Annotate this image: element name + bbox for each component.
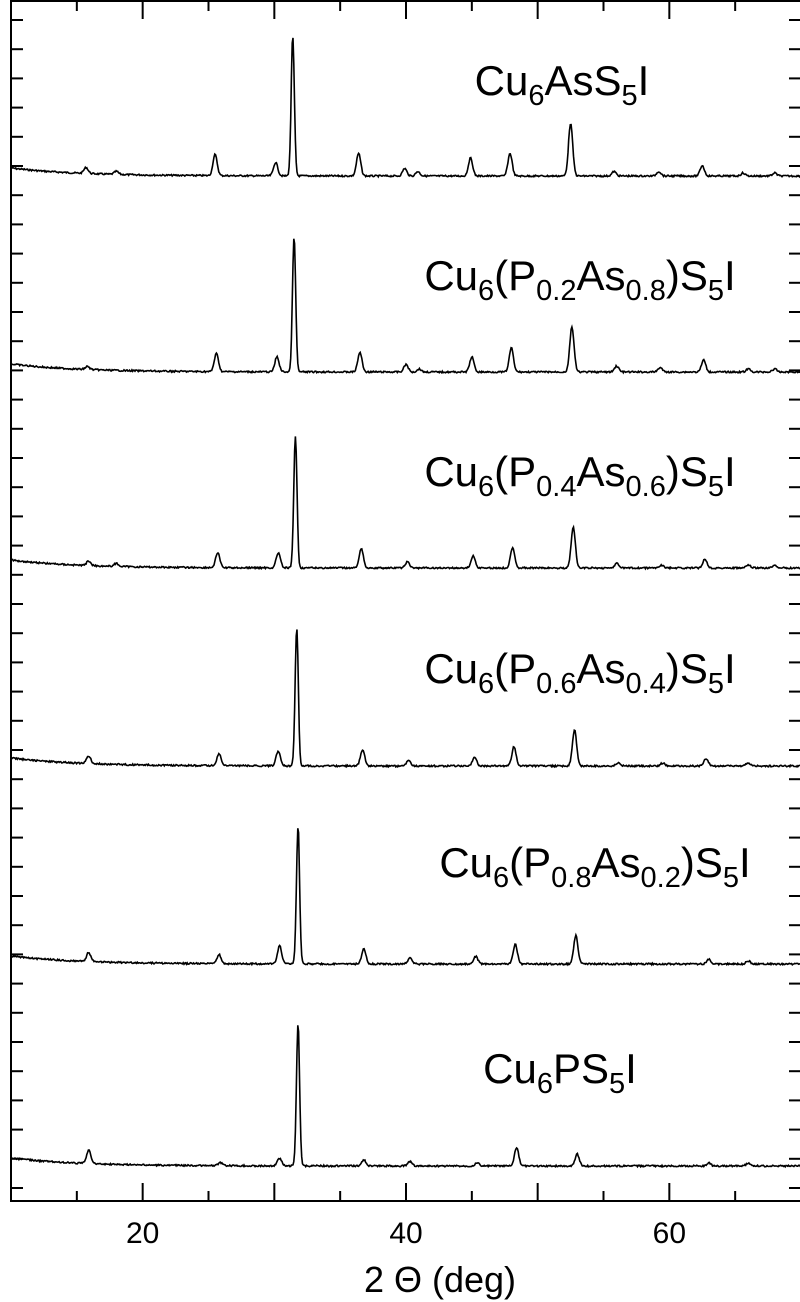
series-label-4: Cu6(P0.6As0.4)S5I — [424, 645, 735, 700]
series-labels-layer: Cu6AsS5I Cu6(P0.2As0.8)S5I Cu6(P0.4As0.6)S… — [424, 57, 750, 1100]
trace-6 — [10, 1025, 800, 1169]
axes-layer — [10, 0, 800, 1202]
series-label-3: Cu6(P0.4As0.6)S5I — [424, 448, 735, 503]
x-axis-title: 2 Θ (deg) — [364, 1259, 516, 1300]
series-label-1: Cu6AsS5I — [475, 57, 650, 112]
trace-5 — [10, 828, 800, 967]
trace-3 — [10, 436, 800, 571]
plot-frame — [10, 0, 800, 1202]
trace-4 — [10, 629, 800, 769]
trace-2 — [10, 238, 800, 375]
series-label-6: Cu6PS5I — [483, 1045, 637, 1100]
x-tick-label: 20 — [126, 1217, 159, 1250]
series-label-2: Cu6(P0.2As0.8)S5I — [424, 252, 735, 307]
x-tick-label: 60 — [653, 1217, 686, 1250]
ticks-layer: 20 40 60 — [10, 1, 800, 1250]
traces-layer — [10, 37, 800, 1169]
x-tick-label: 40 — [389, 1217, 422, 1250]
trace-1 — [10, 37, 800, 179]
series-label-5: Cu6(P0.8As0.2)S5I — [439, 839, 750, 894]
